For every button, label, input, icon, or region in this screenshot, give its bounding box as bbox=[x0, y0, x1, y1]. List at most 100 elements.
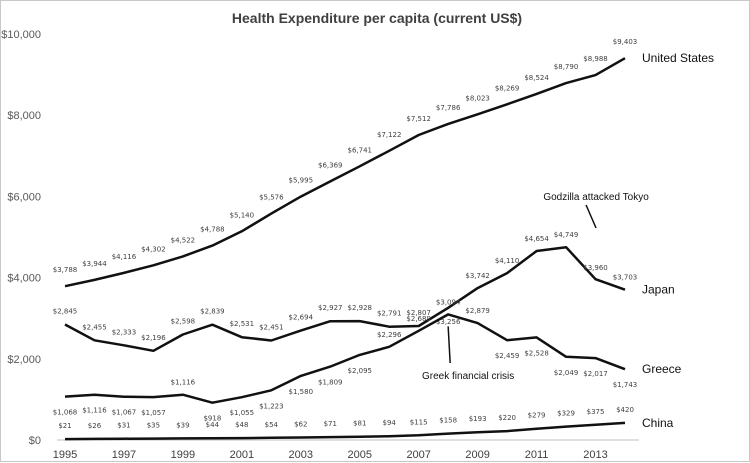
data-label: $9,403 bbox=[613, 38, 638, 46]
data-label: $54 bbox=[265, 421, 279, 429]
data-label: $2,928 bbox=[347, 304, 372, 312]
data-label: $6,369 bbox=[318, 161, 343, 169]
data-label: $3,960 bbox=[583, 264, 608, 272]
data-label: $4,302 bbox=[141, 245, 166, 253]
series-label: China bbox=[642, 416, 674, 430]
data-label: $6,741 bbox=[347, 146, 372, 154]
data-label: $2,333 bbox=[112, 328, 137, 336]
data-label: $2,531 bbox=[230, 320, 255, 328]
data-label: $4,522 bbox=[171, 236, 196, 244]
data-label: $31 bbox=[117, 422, 130, 430]
y-tick-label: $2,000 bbox=[7, 354, 41, 366]
data-label: $7,786 bbox=[436, 104, 461, 112]
data-label: $48 bbox=[235, 421, 248, 429]
data-label: $4,116 bbox=[112, 253, 137, 261]
annotation: Godzilla attacked Tokyo bbox=[543, 192, 649, 203]
data-label: $94 bbox=[383, 419, 397, 427]
data-label: $158 bbox=[439, 417, 457, 425]
data-label: $193 bbox=[469, 415, 487, 423]
data-label: $1,580 bbox=[289, 388, 314, 396]
data-label: $5,995 bbox=[289, 177, 314, 185]
data-label: $4,110 bbox=[495, 257, 520, 265]
x-tick-label: 1999 bbox=[171, 449, 195, 461]
data-label: $1,068 bbox=[53, 409, 78, 417]
data-label: $7,512 bbox=[406, 115, 431, 123]
data-label: $8,988 bbox=[583, 55, 608, 63]
x-tick-label: 2013 bbox=[583, 449, 607, 461]
data-label: $4,749 bbox=[554, 231, 579, 239]
data-label: $81 bbox=[353, 420, 366, 428]
data-label: $35 bbox=[147, 422, 160, 430]
data-label: $8,269 bbox=[495, 84, 520, 92]
y-tick-label: $10,000 bbox=[1, 29, 41, 41]
data-label: $4,788 bbox=[200, 226, 225, 234]
data-label: $2,807 bbox=[406, 309, 431, 317]
data-label: $5,140 bbox=[230, 211, 255, 219]
data-label: $2,095 bbox=[347, 367, 372, 375]
x-tick-label: 2009 bbox=[465, 449, 489, 461]
data-label: $44 bbox=[206, 421, 220, 429]
data-label: $1,067 bbox=[112, 409, 137, 417]
data-label: $2,694 bbox=[289, 314, 314, 322]
annotation-leader bbox=[447, 326, 451, 364]
data-label: $2,839 bbox=[200, 308, 225, 316]
data-label: $5,576 bbox=[259, 194, 284, 202]
series-line-united-states bbox=[64, 57, 626, 288]
data-label: $2,451 bbox=[259, 323, 284, 331]
x-tick-label: 1997 bbox=[112, 449, 136, 461]
annotation-leader bbox=[585, 204, 597, 229]
data-label: $1,223 bbox=[259, 402, 284, 410]
data-label: $2,296 bbox=[377, 331, 402, 339]
x-tick-label: 2011 bbox=[525, 449, 549, 461]
data-label: $3,094 bbox=[436, 298, 461, 306]
data-label: $1,809 bbox=[318, 379, 343, 387]
data-label: $420 bbox=[616, 406, 634, 414]
data-label: $8,023 bbox=[465, 94, 490, 102]
x-tick-label: 2005 bbox=[347, 449, 371, 461]
data-label: $279 bbox=[528, 412, 546, 420]
series-label: Japan bbox=[642, 283, 675, 297]
data-label: $39 bbox=[176, 421, 189, 429]
data-label: $115 bbox=[410, 418, 428, 426]
data-label: $2,459 bbox=[495, 352, 520, 360]
series-line-china bbox=[64, 421, 626, 441]
data-label: $2,049 bbox=[554, 369, 579, 377]
data-label: $2,927 bbox=[318, 304, 343, 312]
data-label: $918 bbox=[203, 415, 221, 423]
data-label: $8,790 bbox=[554, 63, 579, 71]
y-tick-label: $4,000 bbox=[7, 273, 41, 285]
chart-title: Health Expenditure per capita (current U… bbox=[232, 10, 522, 26]
series-label: United States bbox=[642, 51, 714, 65]
annotation: Greek financial crisis bbox=[422, 371, 514, 382]
data-label: $1,116 bbox=[171, 379, 196, 387]
data-label: $2,017 bbox=[583, 370, 608, 378]
data-label: $3,703 bbox=[613, 274, 638, 282]
data-label: $1,055 bbox=[230, 409, 255, 417]
data-label: $2,528 bbox=[524, 349, 549, 357]
data-label: $26 bbox=[88, 422, 102, 430]
data-label: $2,845 bbox=[53, 307, 78, 315]
series-line-japan bbox=[64, 245, 626, 353]
data-label: $375 bbox=[587, 408, 605, 416]
data-label: $7,122 bbox=[377, 131, 402, 139]
data-label: $4,654 bbox=[524, 235, 549, 243]
data-label: $3,256 bbox=[436, 318, 461, 326]
data-label: $1,057 bbox=[141, 409, 166, 417]
data-label: $2,196 bbox=[141, 334, 166, 342]
data-label: $2,791 bbox=[377, 310, 402, 318]
y-tick-label: $6,000 bbox=[7, 191, 41, 203]
data-label: $2,455 bbox=[82, 323, 107, 331]
data-label: $3,944 bbox=[82, 260, 107, 268]
data-label: $8,524 bbox=[524, 74, 549, 82]
x-tick-label: 2003 bbox=[289, 449, 313, 461]
x-tick-label: 2001 bbox=[230, 449, 254, 461]
data-label: $21 bbox=[58, 422, 71, 430]
y-tick-label: $0 bbox=[29, 435, 41, 447]
data-label: $329 bbox=[557, 410, 575, 418]
series-line-greece bbox=[64, 313, 626, 404]
data-label: $2,879 bbox=[465, 307, 490, 315]
data-label: $2,689 bbox=[406, 315, 431, 323]
data-label: $71 bbox=[324, 420, 337, 428]
